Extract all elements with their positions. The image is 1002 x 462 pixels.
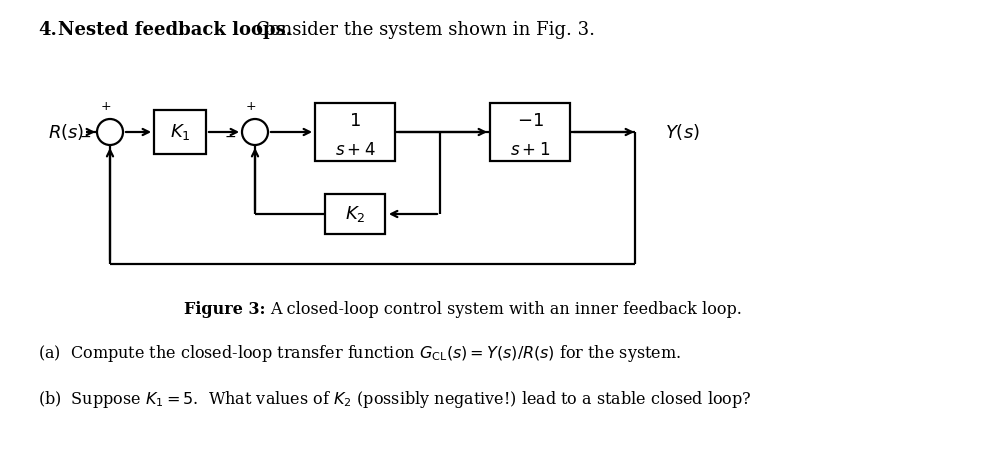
Text: +: + bbox=[100, 100, 111, 113]
Text: (a)  Compute the closed-loop transfer function $G_{\mathrm{CL}}(s) = Y(s)/R(s)$ : (a) Compute the closed-loop transfer fun… bbox=[38, 344, 681, 365]
Circle shape bbox=[242, 119, 268, 145]
Text: (b)  Suppose $K_1 = 5$.  What values of $K_2$ (possibly negative!) lead to a sta: (b) Suppose $K_1 = 5$. What values of $K… bbox=[38, 389, 752, 411]
Text: $Y(s)$: $Y(s)$ bbox=[665, 122, 699, 142]
Text: $1$: $1$ bbox=[349, 112, 361, 130]
Text: $-$: $-$ bbox=[223, 129, 236, 143]
Text: 4.: 4. bbox=[38, 21, 57, 39]
Text: $K_2$: $K_2$ bbox=[345, 204, 366, 224]
Text: $s+1$: $s+1$ bbox=[510, 141, 550, 159]
Text: $s+4$: $s+4$ bbox=[335, 141, 376, 159]
Text: Figure 3:: Figure 3: bbox=[183, 302, 265, 318]
Text: Nested feedback loops.: Nested feedback loops. bbox=[58, 21, 293, 39]
Bar bbox=[490, 103, 570, 161]
Bar bbox=[325, 194, 385, 234]
Text: A closed-loop control system with an inner feedback loop.: A closed-loop control system with an inn… bbox=[270, 302, 741, 318]
Bar bbox=[154, 110, 206, 154]
Text: +: + bbox=[245, 100, 257, 113]
Text: $-1$: $-1$ bbox=[517, 112, 543, 130]
Circle shape bbox=[97, 119, 123, 145]
Bar bbox=[315, 103, 395, 161]
Text: Consider the system shown in Fig. 3.: Consider the system shown in Fig. 3. bbox=[256, 21, 595, 39]
Text: $R(s)$: $R(s)$ bbox=[48, 122, 84, 142]
Text: $-$: $-$ bbox=[79, 129, 91, 143]
Text: $K_1$: $K_1$ bbox=[169, 122, 190, 142]
